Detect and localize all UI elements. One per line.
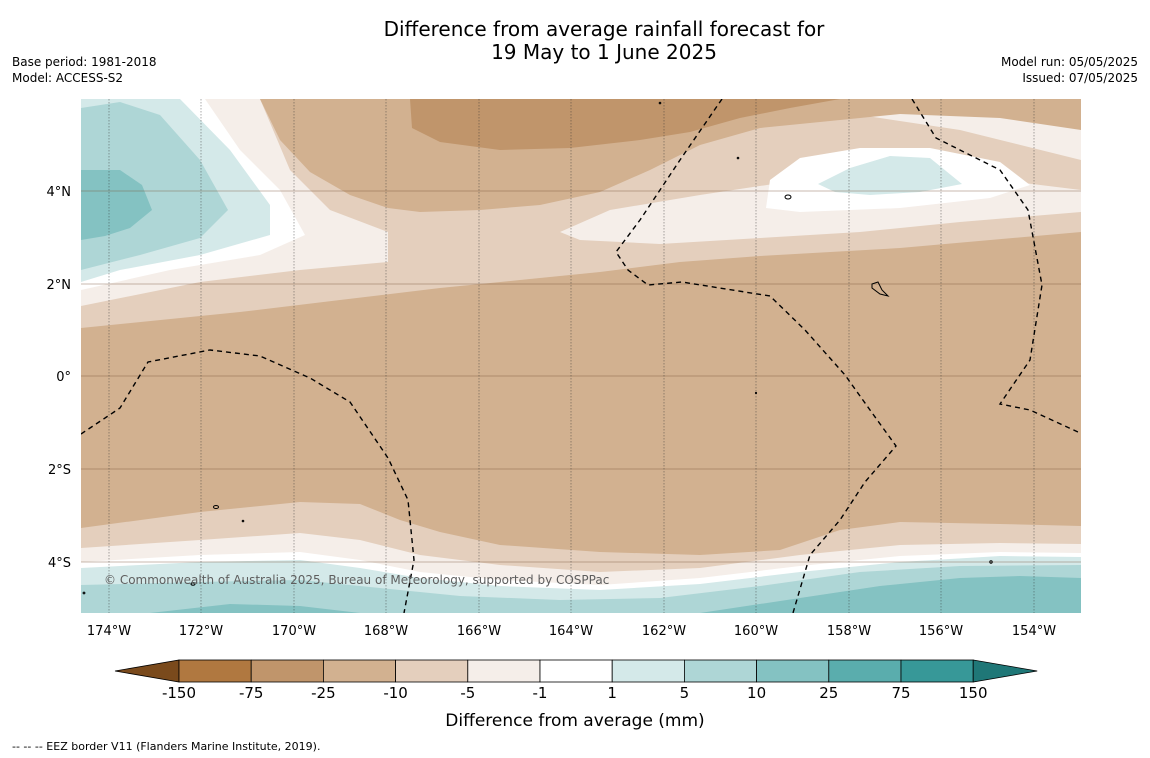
colorbar-tick: 5 xyxy=(680,684,690,702)
title-line-1: Difference from average rainfall forecas… xyxy=(383,17,825,41)
lat-label-0: 0° xyxy=(56,370,71,385)
lon-label-160w: 160°W xyxy=(734,624,778,639)
lon-label-174w: 174°W xyxy=(87,624,131,639)
colorbar-segment xyxy=(611,659,685,683)
colorbar-extend-low xyxy=(114,659,180,683)
colorbar-tick: 75 xyxy=(891,684,910,702)
island-8 xyxy=(989,560,993,564)
lat-label-4n: 4°N xyxy=(47,185,72,200)
colorbar-segment xyxy=(250,659,324,683)
island-5 xyxy=(658,101,662,105)
field-east-light-teal xyxy=(818,156,962,195)
lon-label-170w: 170°W xyxy=(272,624,316,639)
colorbar-segment xyxy=(684,659,758,683)
colorbar-tick: 1 xyxy=(607,684,617,702)
colorbar-segment xyxy=(467,659,541,683)
lon-label-154w: 154°W xyxy=(1012,624,1056,639)
island-2 xyxy=(871,281,890,297)
island-3 xyxy=(213,505,219,509)
colorbar-tick: -150 xyxy=(162,684,196,702)
island-7 xyxy=(241,519,245,523)
island-9 xyxy=(82,591,86,595)
eez-borders xyxy=(81,99,1079,613)
lon-label-166w: 166°W xyxy=(457,624,501,639)
latitude-labels: 4°N 2°N 0° 2°S 4°S xyxy=(47,185,72,571)
colorbar-tick: 25 xyxy=(819,684,838,702)
colorbar-segment xyxy=(178,659,252,683)
lon-label-156w: 156°W xyxy=(919,624,963,639)
island-1 xyxy=(784,194,792,200)
colorbar-extend-high xyxy=(972,659,1038,683)
lon-label-172w: 172°W xyxy=(179,624,223,639)
islands xyxy=(82,101,993,595)
island-4 xyxy=(190,582,196,586)
lon-label-158w: 158°W xyxy=(827,624,871,639)
colorbar-tick: -1 xyxy=(533,684,548,702)
lon-label-162w: 162°W xyxy=(642,624,686,639)
model-run: Model run: 05/05/2025 xyxy=(1000,55,1138,69)
colorbar-tick: -75 xyxy=(239,684,264,702)
meta-right: Model run: 05/05/2025 Issued: 07/05/2025 xyxy=(1001,54,1138,86)
title-line-2: 19 May to 1 June 2025 xyxy=(491,40,717,64)
colorbar-segment xyxy=(756,659,830,683)
eez-footnote: -- -- -- EEZ border V11 (Flanders Marine… xyxy=(12,740,321,753)
field-south-teal xyxy=(150,604,360,613)
island-10 xyxy=(754,391,758,395)
colorbar-segment xyxy=(900,659,974,683)
issued-date: Issued: 07/05/2025 xyxy=(1022,71,1138,85)
longitude-labels: 174°W 172°W 170°W 168°W 166°W 164°W 162°… xyxy=(87,624,1056,639)
latitude-gridlines xyxy=(81,190,1081,563)
island-6 xyxy=(736,156,740,160)
colorbar-tick: -5 xyxy=(460,684,475,702)
contour-fields xyxy=(81,99,1081,613)
eez-border-central xyxy=(615,99,897,613)
colorbar-segment xyxy=(322,659,396,683)
lat-label-4s: 4°S xyxy=(48,556,71,571)
colorbar-tick-labels: -150 -75 -25 -10 -5 -1 1 5 10 25 75 150 xyxy=(162,684,988,702)
colorbar-tick: 10 xyxy=(747,684,766,702)
chart-title: Difference from average rainfall forecas… xyxy=(0,18,1150,64)
base-period: Base period: 1981-2018 xyxy=(12,55,157,69)
rainfall-map: © Commonwealth of Australia 2025, Bureau… xyxy=(47,99,1081,731)
field-north-minus-75 xyxy=(410,99,840,150)
colorbar-label: Difference from average (mm) xyxy=(445,711,704,731)
colorbar-tick: -25 xyxy=(311,684,336,702)
model-name: Model: ACCESS-S2 xyxy=(12,71,124,85)
lat-label-2s: 2°S xyxy=(48,463,71,478)
colorbar-tick: 150 xyxy=(959,684,988,702)
field-west-teal xyxy=(81,170,152,240)
meta-left: Base period: 1981-2018 Model: ACCESS-S2 xyxy=(12,54,157,86)
lat-label-2n: 2°N xyxy=(47,278,72,293)
lon-label-164w: 164°W xyxy=(549,624,593,639)
eez-border-west xyxy=(81,349,415,613)
colorbar-tick: -10 xyxy=(383,684,408,702)
lon-label-168w: 168°W xyxy=(364,624,408,639)
colorbar-segment xyxy=(539,659,613,683)
colorbar-segment xyxy=(828,659,902,683)
colorbar xyxy=(114,659,1038,683)
colorbar-segment xyxy=(395,659,469,683)
copyright-text: © Commonwealth of Australia 2025, Bureau… xyxy=(104,573,609,587)
